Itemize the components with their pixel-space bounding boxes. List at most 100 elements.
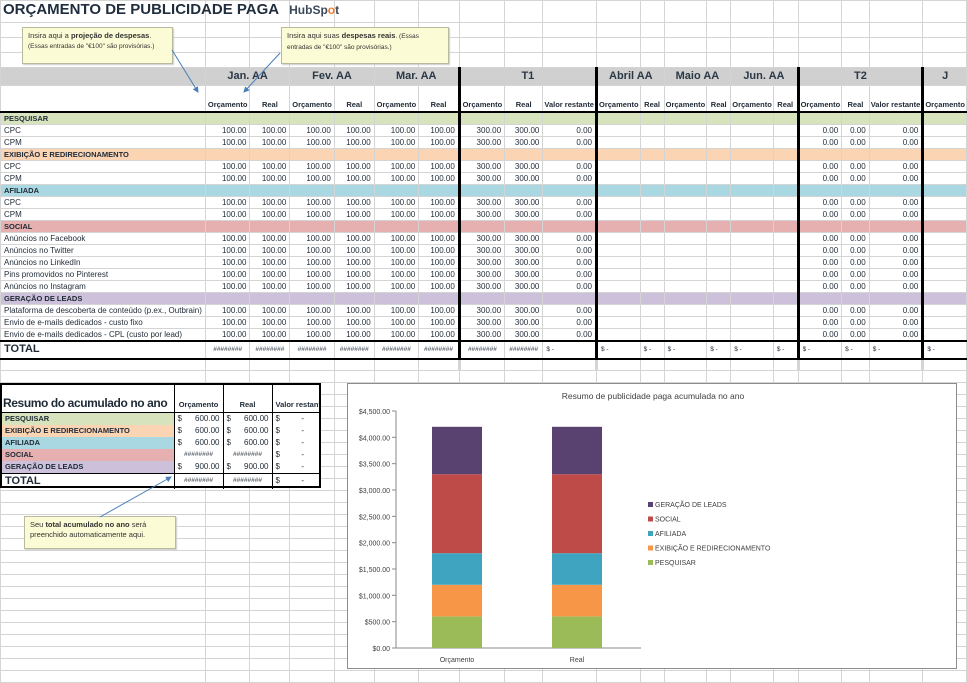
cell[interactable] xyxy=(249,622,291,635)
cell[interactable] xyxy=(868,37,924,53)
cell[interactable] xyxy=(594,358,641,371)
cell[interactable] xyxy=(249,586,291,599)
value-cell[interactable]: 100.00 xyxy=(418,303,460,317)
cell[interactable] xyxy=(595,37,641,53)
cell[interactable] xyxy=(663,670,708,683)
value-cell[interactable] xyxy=(663,327,708,341)
cell[interactable] xyxy=(841,358,870,371)
value-cell[interactable]: 100.00 xyxy=(249,135,291,149)
value-cell[interactable]: 100.00 xyxy=(249,279,291,293)
value-cell[interactable]: 0.00 xyxy=(868,267,924,281)
cell[interactable] xyxy=(0,598,206,611)
value-cell[interactable]: 100.00 xyxy=(418,255,460,269)
value-cell[interactable]: 0.00 xyxy=(841,159,870,173)
cell[interactable] xyxy=(289,490,335,503)
cell[interactable] xyxy=(772,370,799,383)
value-cell[interactable]: 100.00 xyxy=(418,123,460,137)
bar-segment-social[interactable] xyxy=(432,474,482,554)
cell[interactable] xyxy=(841,37,870,53)
value-cell[interactable]: 0.00 xyxy=(796,135,843,149)
value-cell[interactable] xyxy=(772,171,799,185)
value-cell[interactable] xyxy=(663,303,708,317)
value-cell[interactable]: 0.00 xyxy=(841,255,870,269)
value-cell[interactable]: 100.00 xyxy=(249,327,291,341)
value-cell[interactable] xyxy=(730,327,774,341)
cell[interactable] xyxy=(418,670,460,683)
value-cell[interactable]: 300.00 xyxy=(457,123,506,137)
value-cell[interactable] xyxy=(706,231,732,245)
value-cell[interactable] xyxy=(706,243,732,257)
value-cell[interactable] xyxy=(730,255,774,269)
cell[interactable] xyxy=(841,670,870,683)
value-cell[interactable]: 100.00 xyxy=(333,315,375,329)
cell[interactable] xyxy=(418,0,460,23)
cell[interactable] xyxy=(249,610,291,623)
cell[interactable] xyxy=(0,658,206,671)
value-cell[interactable]: 100.00 xyxy=(289,171,335,185)
value-cell[interactable]: 100.00 xyxy=(289,123,335,137)
value-cell[interactable]: 100.00 xyxy=(204,123,251,137)
cell[interactable] xyxy=(458,0,506,23)
cell[interactable] xyxy=(204,22,251,38)
value-cell[interactable]: 0.00 xyxy=(868,327,924,341)
value-cell[interactable] xyxy=(730,315,774,329)
cell[interactable] xyxy=(639,670,665,683)
value-cell[interactable]: 100.00 xyxy=(333,159,375,173)
cell[interactable] xyxy=(204,646,251,659)
value-cell[interactable] xyxy=(730,135,774,149)
value-cell[interactable] xyxy=(706,159,732,173)
value-cell[interactable]: 100.00 xyxy=(418,171,460,185)
cell[interactable] xyxy=(542,52,597,68)
value-cell[interactable] xyxy=(594,303,641,317)
value-cell[interactable] xyxy=(730,123,774,137)
cell[interactable] xyxy=(204,574,251,587)
cell[interactable] xyxy=(289,598,335,611)
value-cell[interactable]: 0.00 xyxy=(542,171,597,185)
value-cell[interactable]: 100.00 xyxy=(333,327,375,341)
value-cell[interactable]: 100.00 xyxy=(418,231,460,245)
cell[interactable] xyxy=(0,502,206,515)
cell[interactable] xyxy=(797,370,843,383)
cell[interactable] xyxy=(333,370,375,383)
cell[interactable] xyxy=(204,526,251,539)
cell[interactable] xyxy=(418,370,460,383)
cell[interactable] xyxy=(595,370,641,383)
cell[interactable] xyxy=(249,538,291,551)
value-cell[interactable]: 100.00 xyxy=(289,327,335,341)
cell[interactable] xyxy=(542,37,597,53)
cell[interactable] xyxy=(0,550,206,563)
value-cell[interactable] xyxy=(706,123,732,137)
value-cell[interactable]: 300.00 xyxy=(504,231,544,245)
cell[interactable] xyxy=(595,52,641,68)
value-cell[interactable]: 100.00 xyxy=(418,135,460,149)
cell[interactable] xyxy=(730,22,774,38)
value-cell[interactable] xyxy=(639,255,665,269)
value-cell[interactable]: 0.00 xyxy=(868,195,924,209)
cell[interactable] xyxy=(249,490,291,503)
value-cell[interactable] xyxy=(639,303,665,317)
value-cell[interactable]: 300.00 xyxy=(457,195,506,209)
cell[interactable] xyxy=(706,358,732,371)
value-cell[interactable] xyxy=(730,231,774,245)
bar-segment-gera-o-de-leads[interactable] xyxy=(552,426,602,475)
cell[interactable] xyxy=(922,370,967,383)
value-cell[interactable]: 100.00 xyxy=(373,303,420,317)
value-cell[interactable] xyxy=(594,231,641,245)
value-cell[interactable]: 0.00 xyxy=(841,267,870,281)
value-cell[interactable]: 100.00 xyxy=(373,255,420,269)
value-cell[interactable] xyxy=(921,123,967,137)
cell[interactable] xyxy=(730,37,774,53)
value-cell[interactable]: 300.00 xyxy=(457,243,506,257)
value-cell[interactable] xyxy=(594,123,641,137)
cell[interactable] xyxy=(868,670,924,683)
value-cell[interactable]: 0.00 xyxy=(868,243,924,257)
cell[interactable] xyxy=(204,562,251,575)
cell[interactable] xyxy=(797,670,843,683)
value-cell[interactable]: 0.00 xyxy=(796,279,843,293)
value-cell[interactable]: 300.00 xyxy=(504,171,544,185)
cell[interactable] xyxy=(868,0,924,23)
value-cell[interactable]: 100.00 xyxy=(289,255,335,269)
value-cell[interactable]: 100.00 xyxy=(333,135,375,149)
cell[interactable] xyxy=(0,610,206,623)
value-cell[interactable]: 100.00 xyxy=(249,303,291,317)
